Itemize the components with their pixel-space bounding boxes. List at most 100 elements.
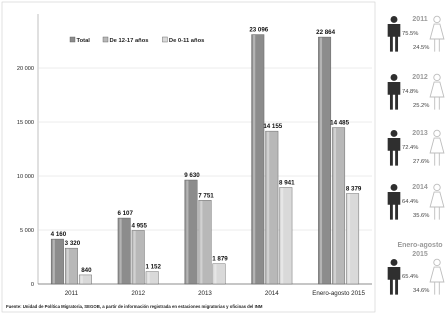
- y-tick-label: 0: [31, 282, 34, 288]
- value-label: 14 155: [263, 123, 282, 130]
- value-label: 22 864: [316, 29, 335, 36]
- sex-entry-2: 2012 74.8% 25.2%: [387, 73, 445, 110]
- bar-highlight: [186, 180, 189, 284]
- category-label: Enero-agosto 2015: [312, 290, 365, 297]
- category-label: 2014: [265, 290, 279, 297]
- value-label: 23 096: [249, 27, 268, 34]
- female-icon-head: [433, 73, 441, 82]
- legend: Total De 12-17 años De 0-11 años: [69, 36, 204, 44]
- female-percentage: 34.6%: [413, 288, 429, 294]
- bar-total-2014: [251, 34, 265, 285]
- sex-year-label: 2014: [412, 184, 428, 191]
- legend-label: Total: [77, 38, 91, 44]
- sex-year-label: 2011: [412, 16, 427, 23]
- bar-highlight: [200, 200, 203, 284]
- y-tick-label: 20 000: [17, 66, 34, 72]
- male-icon: [387, 267, 401, 295]
- bar-highlight: [119, 218, 122, 284]
- female-icon-head: [433, 258, 441, 267]
- legend-swatch: [69, 36, 76, 43]
- category-label: 2011: [65, 290, 79, 297]
- female-percentage: 27.6%: [413, 159, 429, 165]
- category-label: 2012: [131, 290, 145, 297]
- value-label: 14 485: [330, 120, 349, 127]
- value-label: 1 152: [145, 264, 161, 271]
- female-icon: [429, 266, 445, 295]
- y-tick-label: 10 000: [17, 174, 34, 180]
- bar-de-0-11-a-os-2011: [78, 274, 92, 285]
- value-label: 840: [81, 267, 92, 274]
- value-label: 7 751: [198, 192, 214, 199]
- y-tick-labels: 0 5 000 10 000 15 000 20 000: [17, 66, 34, 288]
- bar-de-0-11-a-os-2014: [279, 187, 293, 285]
- bar-highlight: [80, 275, 83, 284]
- bar-total-2011: [50, 238, 64, 285]
- bars: [50, 34, 360, 285]
- bar-de-12-17-a-os-2013: [198, 200, 212, 285]
- bar-de-0-11-a-os-2012: [145, 271, 159, 285]
- bar-de-0-11-a-os-2013: [212, 263, 226, 285]
- category-labels: 2011 2012 2013 2014 Enero-agosto 2015: [65, 290, 366, 297]
- bar-de-0-11-a-os-enero-agosto-2015: [346, 193, 360, 285]
- male-icon: [387, 138, 401, 166]
- bar-highlight: [52, 239, 55, 284]
- value-label: 1 879: [212, 256, 228, 263]
- male-percentage: 74.8%: [402, 89, 418, 95]
- bar-total-2012: [117, 217, 131, 285]
- value-label: 8 941: [279, 179, 295, 186]
- y-tick-label: 15 000: [17, 120, 34, 126]
- female-icon: [429, 23, 445, 52]
- value-labels: 4 160 3 320 840 6 107 4 955 1 152 9 630 7 751 1 …: [51, 27, 362, 274]
- sex-year-label: 2012: [412, 74, 428, 81]
- value-label: 4 160: [51, 231, 67, 238]
- bar-highlight: [333, 128, 337, 284]
- female-icon: [429, 81, 445, 110]
- value-label: 6 107: [117, 210, 133, 217]
- male-icon: [387, 82, 401, 110]
- bar-total-enero-agosto-2015: [318, 36, 332, 285]
- male-percentage: 75.5%: [402, 31, 418, 37]
- sex-distribution-panel: 2011 75.5% 24.5% 2012 74.8% 25.2% 2013 72.4% 27.…: [387, 15, 445, 295]
- value-label: 8 379: [346, 186, 362, 193]
- category-label: 2013: [198, 290, 212, 297]
- female-icon-head: [433, 129, 441, 138]
- value-label: 9 630: [184, 172, 200, 179]
- male-icon-head: [390, 74, 398, 81]
- bar-total-2013: [184, 179, 198, 285]
- sex-entry-1: 2011 75.5% 24.5%: [387, 15, 445, 52]
- male-percentage: 64.4%: [402, 199, 418, 205]
- male-icon: [387, 192, 401, 220]
- value-label: 4 955: [131, 222, 147, 229]
- bar-de-12-17-a-os-enero-agosto-2015: [332, 127, 346, 285]
- legend-swatch: [162, 36, 168, 43]
- sex-entry-5: Enero-agosto 2015 65.4% 34.6%: [387, 242, 445, 295]
- bar-highlight: [147, 272, 150, 284]
- sex-year-label: Enero-agosto: [397, 242, 442, 249]
- male-percentage: 65.4%: [402, 274, 418, 280]
- legend-label: De 12-17 años: [110, 38, 149, 44]
- legend-label: De 0-11 años: [169, 38, 204, 44]
- legend-swatch: [102, 36, 109, 43]
- bar-highlight: [66, 248, 69, 284]
- sex-year-label: 2013: [412, 130, 428, 137]
- female-icon: [429, 137, 445, 166]
- bar-de-12-17-a-os-2011: [64, 247, 78, 285]
- female-percentage: 25.2%: [413, 103, 429, 109]
- male-icon-head: [390, 184, 398, 191]
- female-percentage: 35.6%: [413, 213, 429, 219]
- chart-frame: [1, 1, 376, 313]
- bar-highlight: [133, 230, 136, 284]
- source-note: Fuente: Unidad de Política Migratoria, S…: [6, 304, 263, 309]
- sex-entry-3: 2013 72.4% 27.6%: [387, 129, 445, 166]
- bar-highlight: [253, 35, 256, 284]
- bar-highlight: [214, 264, 217, 284]
- bar-highlight: [267, 131, 270, 284]
- male-icon-head: [390, 259, 398, 266]
- male-icon-head: [390, 16, 398, 23]
- sex-entry-4: 2014 64.4% 35.6%: [387, 183, 445, 220]
- bar-highlight: [319, 37, 323, 284]
- female-icon: [429, 191, 445, 220]
- male-icon-head: [390, 130, 398, 137]
